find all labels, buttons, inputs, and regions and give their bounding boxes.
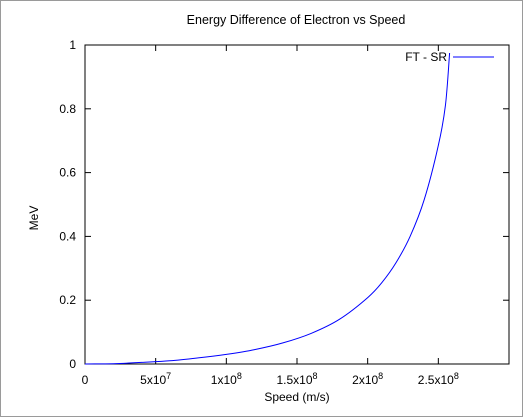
x-tick-label: 2.5x108 bbox=[418, 371, 459, 387]
y-axis-label: MeV bbox=[27, 206, 41, 231]
plot-area bbox=[84, 44, 510, 365]
y-tick-label: 0.2 bbox=[59, 293, 76, 307]
y-tick-label: 0.6 bbox=[59, 166, 76, 180]
x-tick-label: 1x108 bbox=[211, 371, 242, 387]
ticks-layer: 0 5x107 1x108 1.5x108 2x108 2.5x108 0 0.2 0.4 0.6… bbox=[59, 38, 509, 387]
y-tick-label: 0 bbox=[69, 357, 76, 371]
y-tick-label: 1 bbox=[69, 38, 76, 52]
x-tick-label: 0 bbox=[82, 373, 89, 387]
legend-label: FT - SR bbox=[405, 50, 447, 64]
y-tick-label: 0.4 bbox=[59, 229, 76, 243]
y-tick-label: 0.8 bbox=[59, 102, 76, 116]
series-line-ft-sr bbox=[84, 52, 451, 365]
x-tick-label: 1.5x108 bbox=[276, 371, 317, 387]
x-tick-label: 5x107 bbox=[140, 371, 171, 387]
x-tick-label: 2x108 bbox=[352, 371, 383, 387]
x-axis-label: Speed (m/s) bbox=[264, 390, 329, 404]
chart-title: Energy Difference of Electron vs Speed bbox=[187, 13, 406, 27]
